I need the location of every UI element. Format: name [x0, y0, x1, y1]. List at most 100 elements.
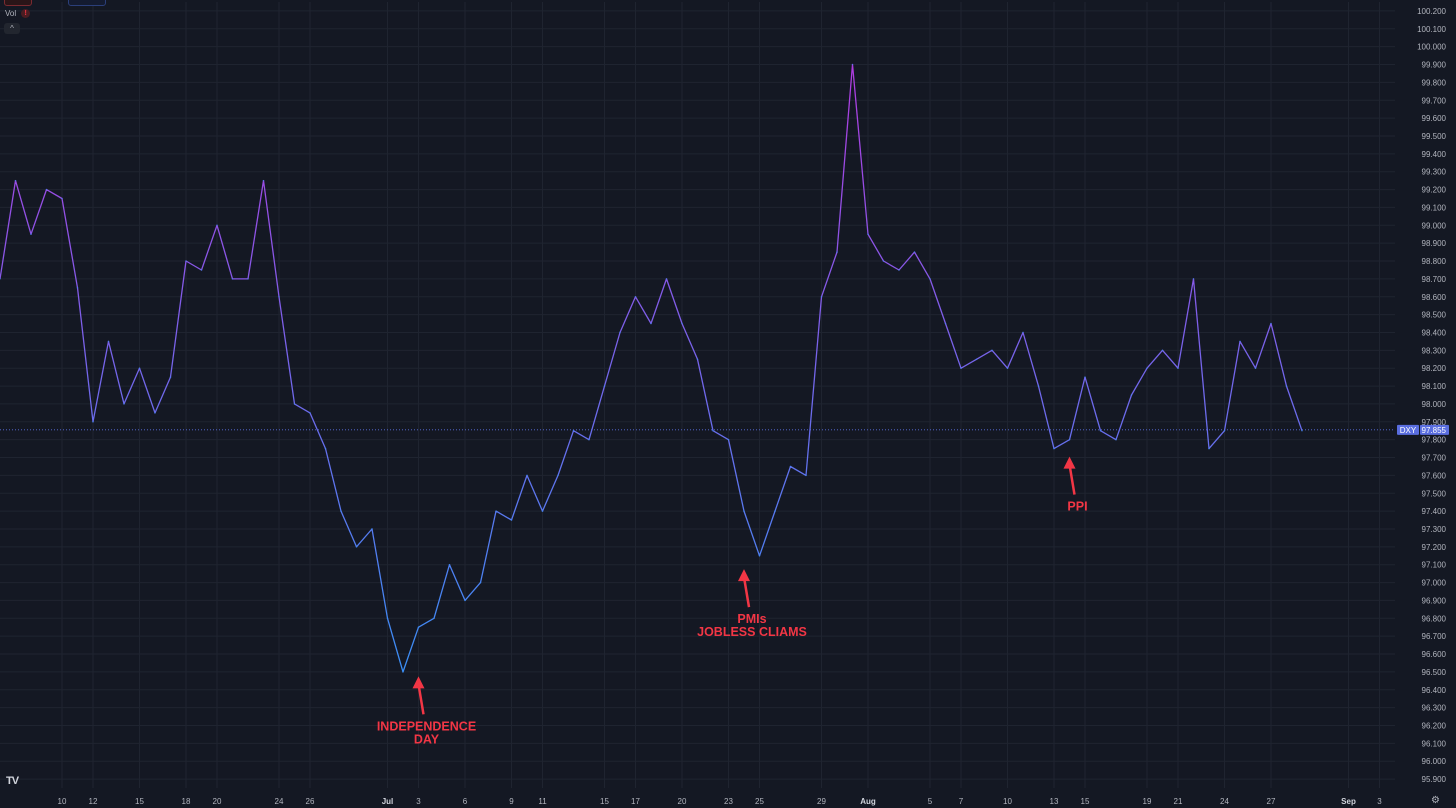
annotation-label: INDEPENDENCE	[377, 719, 476, 733]
data-point	[1239, 340, 1241, 343]
data-point	[309, 412, 311, 414]
data-point	[665, 278, 668, 280]
data-point	[1270, 322, 1272, 325]
tradingview-logo-icon[interactable]: TV	[6, 775, 19, 787]
data-point	[464, 599, 466, 602]
annotation-arrowhead	[1063, 456, 1076, 469]
data-point	[867, 233, 869, 236]
data-point	[185, 260, 187, 262]
y-tick-label: 96.700	[1422, 632, 1447, 641]
y-tick-label: 96.900	[1422, 596, 1447, 605]
collapse-legend-button[interactable]: ^	[4, 23, 20, 34]
data-point	[1130, 394, 1133, 396]
volume-legend[interactable]: Vol !	[5, 9, 31, 18]
data-point	[200, 269, 203, 271]
data-point	[1177, 367, 1179, 370]
data-point	[1146, 367, 1148, 370]
x-tick-label: 29	[817, 797, 826, 806]
data-point	[836, 251, 838, 253]
x-tick-label: 5	[928, 797, 933, 806]
y-tick-label: 99.500	[1422, 132, 1447, 141]
y-tick-label: 97.100	[1422, 561, 1447, 570]
data-point	[1223, 429, 1226, 432]
x-tick-label: Jul	[382, 797, 394, 806]
x-tick-label: 18	[182, 797, 191, 806]
symbol-tag-label: DXY	[1400, 426, 1417, 435]
data-point	[1006, 367, 1009, 370]
y-tick-label: 99.000	[1422, 221, 1447, 230]
data-point	[371, 528, 373, 530]
x-tick-label: 6	[463, 797, 468, 806]
y-tick-label: 99.800	[1422, 78, 1447, 87]
data-point	[619, 331, 621, 334]
data-point	[603, 385, 606, 387]
y-tick-label: 98.700	[1422, 275, 1447, 284]
data-point	[355, 546, 358, 548]
data-point	[774, 510, 776, 512]
data-point	[1301, 429, 1303, 432]
y-tick-label: 99.300	[1422, 168, 1447, 177]
data-point	[30, 233, 32, 236]
series-layer	[0, 63, 1303, 673]
data-point	[154, 412, 156, 414]
data-point	[696, 358, 699, 361]
data-point	[929, 278, 931, 280]
y-tick-label: 97.400	[1422, 507, 1447, 516]
data-point	[758, 554, 761, 557]
data-point	[45, 188, 48, 191]
x-tick-label: 25	[755, 797, 764, 806]
data-point	[495, 510, 497, 512]
data-point	[1022, 331, 1024, 334]
data-point	[92, 420, 94, 423]
indicator-badge-red[interactable]	[4, 0, 32, 6]
data-point	[789, 465, 792, 468]
data-point	[262, 179, 265, 182]
data-point	[991, 349, 993, 352]
x-axis[interactable]: 10 12 15 18 20 24 26 Jul 3 6 9 11 15 17 20 23 25 29 Aug 5 7 1…	[58, 797, 1383, 806]
y-axis[interactable]: 100.200 100.100 100.000 99.900 99.800 99.700 9…	[1417, 7, 1446, 784]
settings-gear-icon[interactable]: ⚙	[1431, 795, 1440, 806]
y-tick-label: 98.500	[1422, 311, 1447, 320]
x-tick-label: 15	[135, 797, 144, 806]
data-point	[247, 278, 249, 280]
data-point	[278, 295, 280, 298]
y-tick-label: 97.600	[1422, 471, 1447, 480]
data-point	[975, 358, 978, 361]
x-tick-label: 13	[1050, 797, 1059, 806]
y-tick-label: 100.000	[1417, 43, 1446, 52]
x-tick-label: 26	[306, 797, 315, 806]
data-point	[681, 322, 683, 325]
x-tick-label: 20	[213, 797, 222, 806]
data-point	[712, 429, 714, 432]
y-tick-label: 96.500	[1422, 668, 1447, 677]
data-point	[898, 269, 900, 271]
indicator-badge-blue[interactable]	[68, 0, 106, 6]
data-point	[1192, 278, 1195, 280]
warning-icon[interactable]: !	[21, 9, 31, 18]
annotation-arrow	[417, 684, 425, 715]
x-tick-label: 21	[1174, 797, 1183, 806]
data-point	[123, 403, 125, 405]
data-point	[743, 510, 745, 512]
y-tick-label: 98.100	[1422, 382, 1447, 391]
last-price-label: 97.855	[1422, 426, 1447, 435]
x-tick-label: 12	[89, 797, 98, 806]
data-point	[340, 510, 342, 512]
data-point	[76, 287, 79, 289]
data-point	[944, 322, 947, 325]
data-point	[386, 617, 389, 620]
y-tick-label: 97.900	[1422, 418, 1447, 427]
x-tick-label: Aug	[860, 797, 876, 806]
y-tick-label: 98.600	[1422, 293, 1447, 302]
data-point	[448, 563, 451, 566]
annotation-arrow	[1068, 464, 1076, 495]
data-point	[882, 260, 885, 262]
last-price-tag: DXY 97.855	[1397, 424, 1449, 435]
y-tick-label: 98.800	[1422, 257, 1447, 266]
annotation-label: PMIs	[737, 612, 766, 626]
y-tick-label: 96.000	[1422, 757, 1447, 766]
x-tick-label: 9	[509, 797, 514, 806]
y-tick-label: 100.200	[1417, 7, 1446, 16]
